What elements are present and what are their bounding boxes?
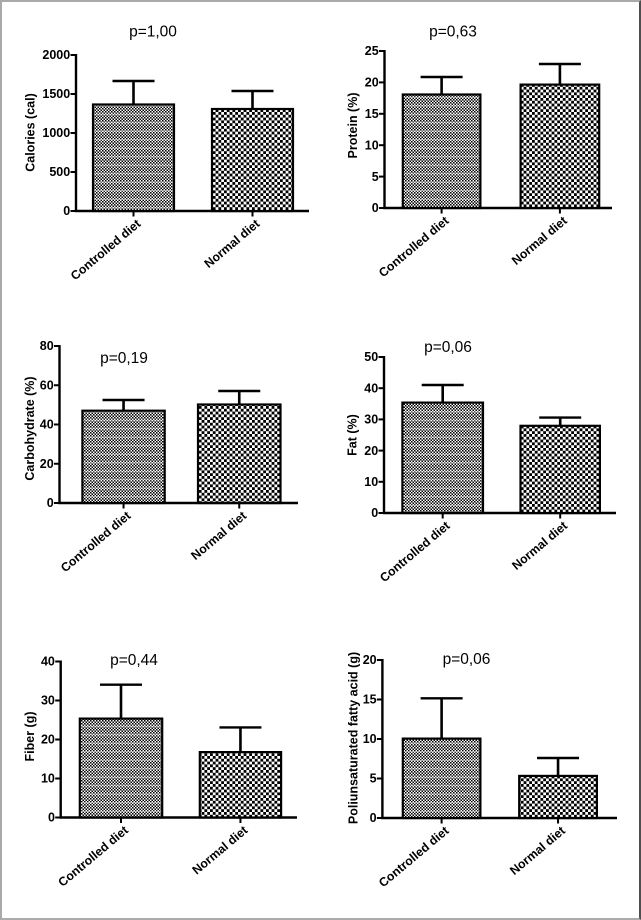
svg-text:60: 60 xyxy=(40,378,54,392)
svg-text:Normal diet: Normal diet xyxy=(202,217,263,271)
svg-text:20: 20 xyxy=(364,444,378,458)
svg-text:80: 80 xyxy=(40,339,54,353)
svg-text:1000: 1000 xyxy=(42,126,70,140)
svg-text:Controlled diet: Controlled diet xyxy=(377,519,452,585)
svg-text:20: 20 xyxy=(363,653,377,667)
svg-text:2000: 2000 xyxy=(42,48,70,62)
svg-text:20: 20 xyxy=(41,733,55,747)
svg-text:p=0,06: p=0,06 xyxy=(424,339,472,356)
svg-text:Normal diet: Normal diet xyxy=(507,824,568,878)
svg-text:30: 30 xyxy=(41,694,55,708)
svg-text:p=1,00: p=1,00 xyxy=(129,24,177,41)
svg-text:p=0,19: p=0,19 xyxy=(100,350,148,367)
svg-text:p=0,06: p=0,06 xyxy=(443,651,491,668)
svg-text:5: 5 xyxy=(370,772,377,786)
svg-text:1500: 1500 xyxy=(42,87,70,101)
svg-text:0: 0 xyxy=(371,506,378,520)
svg-text:Fiber (g): Fiber (g) xyxy=(23,712,37,762)
svg-text:Normal diet: Normal diet xyxy=(509,519,570,573)
svg-text:0: 0 xyxy=(372,201,379,215)
svg-text:Controlled diet: Controlled diet xyxy=(376,214,451,280)
svg-text:0: 0 xyxy=(47,496,54,510)
svg-text:0: 0 xyxy=(370,811,377,825)
svg-text:15: 15 xyxy=(365,107,379,121)
svg-text:10: 10 xyxy=(365,138,379,152)
svg-text:Normal diet: Normal diet xyxy=(188,509,249,563)
svg-text:Controlled diet: Controlled diet xyxy=(376,824,451,890)
svg-text:20: 20 xyxy=(40,457,54,471)
svg-text:10: 10 xyxy=(363,732,377,746)
svg-text:5: 5 xyxy=(372,170,379,184)
svg-text:50: 50 xyxy=(364,350,378,364)
svg-text:10: 10 xyxy=(364,475,378,489)
svg-text:Controlled diet: Controlled diet xyxy=(55,823,130,889)
svg-text:40: 40 xyxy=(364,381,378,395)
svg-text:15: 15 xyxy=(363,693,377,707)
svg-text:Protein (%): Protein (%) xyxy=(346,93,360,159)
svg-text:10: 10 xyxy=(41,772,55,786)
svg-text:500: 500 xyxy=(49,165,70,179)
svg-text:30: 30 xyxy=(364,413,378,427)
svg-text:p=0,63: p=0,63 xyxy=(429,24,477,41)
svg-text:Calories (cal): Calories (cal) xyxy=(24,93,38,172)
svg-text:25: 25 xyxy=(365,44,379,58)
svg-text:Normal diet: Normal diet xyxy=(509,214,570,268)
svg-text:Controlled diet: Controlled diet xyxy=(68,217,143,283)
svg-text:0: 0 xyxy=(63,204,70,218)
svg-text:0: 0 xyxy=(48,811,55,825)
svg-text:Controlled diet: Controlled diet xyxy=(58,509,133,575)
svg-text:Normal diet: Normal diet xyxy=(190,823,251,877)
svg-text:Poliunsaturated fatty acid (g): Poliunsaturated fatty acid (g) xyxy=(346,652,360,824)
svg-text:p=0,44: p=0,44 xyxy=(110,652,158,669)
svg-text:Carbohydrate (%): Carbohydrate (%) xyxy=(23,376,37,480)
svg-text:20: 20 xyxy=(365,76,379,90)
svg-text:40: 40 xyxy=(40,418,54,432)
svg-text:Fat (%): Fat (%) xyxy=(346,414,360,456)
svg-text:40: 40 xyxy=(41,655,55,669)
